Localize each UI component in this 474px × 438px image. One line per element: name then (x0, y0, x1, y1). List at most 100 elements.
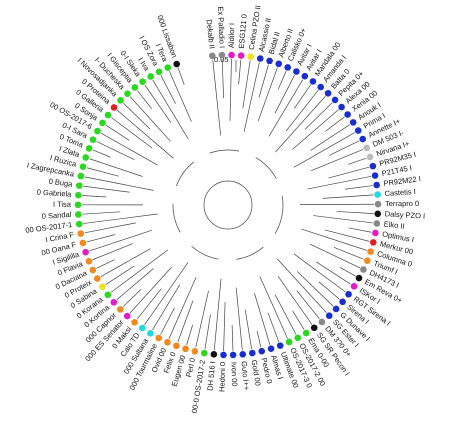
leaf-dot (374, 210, 382, 218)
leaf-dot (173, 342, 180, 350)
leaf-dot (338, 103, 345, 111)
branch (292, 109, 339, 150)
leaf-dot (369, 239, 377, 246)
branch (311, 149, 364, 172)
leaf-dot (339, 298, 346, 306)
leaf-label: Hedoni 0 (217, 362, 227, 392)
leaf-label: Elko II (383, 219, 405, 230)
leaf-dot (191, 347, 199, 355)
branch (83, 213, 158, 224)
branch (137, 90, 152, 109)
branch (235, 287, 243, 351)
leaf-dot (275, 60, 283, 68)
leaf-dot (285, 338, 293, 346)
leaf-dot (75, 191, 82, 199)
leaf-dot (373, 220, 381, 227)
leaf-dot (201, 349, 208, 357)
branch (89, 158, 143, 177)
leaf-dot (147, 330, 154, 337)
branch (307, 175, 372, 190)
leaf-label: Perl 0 (184, 357, 197, 378)
leaf-label: Ivon 00 (229, 362, 239, 387)
leaf-dot (116, 306, 124, 313)
branch (186, 324, 193, 346)
branch (301, 228, 367, 251)
branch (325, 116, 345, 132)
leaf-dot (374, 200, 382, 208)
branch (223, 301, 226, 351)
leaf-dot (104, 291, 112, 299)
branch (242, 60, 251, 109)
branch (310, 124, 351, 151)
branch (213, 278, 222, 351)
leaf-dot (75, 182, 83, 189)
branch (169, 71, 192, 122)
leaf-dot (229, 351, 237, 359)
branch (168, 277, 197, 339)
leaf-dot (79, 239, 87, 247)
branch (105, 265, 135, 285)
leaf-label: Aldilor I (227, 23, 237, 48)
leaf-dot (239, 350, 247, 358)
leaf-dot (331, 96, 339, 104)
branch (221, 59, 225, 99)
leaf-dot (371, 172, 379, 179)
leaf-dot (372, 229, 379, 237)
leaf-dot (374, 191, 381, 198)
leaf-dot (89, 136, 97, 143)
leaf-dot (155, 68, 163, 76)
leaf-dot (349, 119, 357, 126)
leaf-dot (117, 97, 124, 104)
branch (96, 259, 115, 269)
branch (238, 59, 242, 85)
leaf-dot (237, 52, 245, 59)
leaf-label: ESG121 0 (237, 14, 249, 49)
branch (86, 167, 119, 177)
branch (296, 271, 334, 307)
root-ring (203, 180, 253, 230)
branch (116, 268, 154, 300)
branch (84, 222, 136, 234)
leaf-dot (363, 257, 371, 264)
leaf-dot (258, 347, 266, 355)
leaf-label: DH 516 I (205, 361, 217, 391)
leaf-dot (266, 57, 273, 65)
branch (277, 258, 327, 313)
branch (318, 281, 340, 300)
leaf-dot (147, 73, 154, 80)
leaf-dot (284, 64, 291, 71)
branch (100, 248, 151, 277)
leaf-dot (366, 153, 374, 161)
leaf-dot (77, 230, 85, 237)
leaf-dot (74, 211, 82, 218)
leaf-dot (247, 53, 255, 61)
leaf-dot (123, 312, 131, 320)
branch (129, 96, 171, 142)
branch (86, 234, 115, 243)
leaf-label: 0 Sandal (41, 210, 71, 221)
scale-label: 0.05 (214, 55, 229, 64)
leaf-dot (324, 89, 332, 97)
leaf-label: Terrapro 0 (385, 199, 419, 208)
branch (329, 140, 360, 156)
branch (277, 70, 287, 90)
branch (310, 243, 360, 269)
leaf-dot (110, 104, 118, 111)
leaf-label: Castetis I (384, 187, 416, 198)
leaf-dot (89, 266, 97, 274)
branch (348, 157, 367, 165)
branch (89, 229, 153, 252)
branch (105, 124, 130, 141)
leaf-dot (77, 172, 85, 180)
branch (293, 253, 346, 293)
branch (296, 290, 320, 320)
leaf-dot (373, 181, 380, 189)
leaf-dot (355, 274, 363, 282)
leaf-dot (228, 51, 235, 59)
leaf-label: Guto I++ (239, 361, 251, 392)
leaf-dot (164, 64, 172, 71)
branch (110, 249, 169, 293)
leaf-dot (85, 145, 93, 152)
branch (336, 211, 374, 214)
branch (258, 64, 269, 98)
